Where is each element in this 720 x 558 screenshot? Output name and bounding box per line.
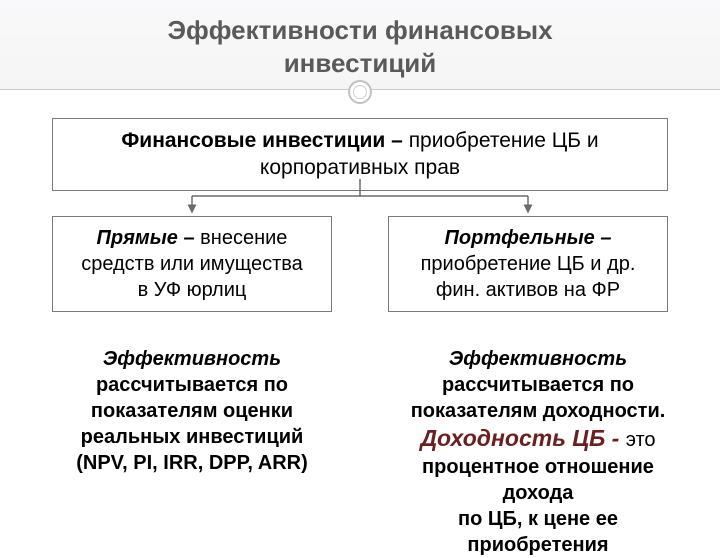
direct-text-3: в УФ юрлиц xyxy=(138,279,247,301)
left-eff-l2: показателям оценки xyxy=(91,400,293,422)
right-eff-l2: показателям доходности. xyxy=(411,400,666,422)
direct-term: Прямые – xyxy=(97,227,201,249)
main-term: Финансовые инвестиции – xyxy=(121,129,408,152)
left-effectiveness: Эффективность рассчитывается по показате… xyxy=(52,346,332,476)
right-effectiveness: Эффективность рассчитывается по показате… xyxy=(388,346,688,558)
left-eff-l1: рассчитывается по xyxy=(96,374,288,396)
page-title: Эффективности финансовых инвестиций xyxy=(0,14,720,79)
portfolio-term: Портфельные – xyxy=(445,227,612,249)
right-eff-l3: процентное отношение дохода xyxy=(422,456,654,504)
portfolio-text-1: приобретение ЦБ и др. xyxy=(421,253,636,275)
yield-rest: это xyxy=(626,429,656,451)
yield-term: Доходность ЦБ - xyxy=(420,425,625,451)
left-eff-title: Эффективность xyxy=(103,348,281,370)
direct-text-2: средств или имущества xyxy=(81,253,303,275)
right-eff-title: Эффективность xyxy=(449,348,627,370)
portfolio-text-2: фин. активов на ФР xyxy=(436,279,620,301)
left-eff-l3: реальных инвестиций xyxy=(81,426,304,448)
right-eff-l4: по ЦБ, к цене ее приобретения xyxy=(458,508,618,556)
main-text-1: приобретение ЦБ и xyxy=(409,129,599,152)
circle-decoration xyxy=(348,80,372,104)
left-eff-l4: (NPV, PI, IRR, DPP, ARR) xyxy=(76,452,308,474)
direct-text-1: внесение xyxy=(200,227,287,249)
right-eff-l1: рассчитывается по xyxy=(442,374,634,396)
main-text-2: корпоративных прав xyxy=(260,156,460,179)
definition-box-main: Финансовые инвестиции – приобретение ЦБ … xyxy=(52,118,668,191)
title-line-2: инвестиций xyxy=(284,48,437,78)
title-line-1: Эффективности финансовых xyxy=(167,15,552,45)
portfolio-box: Портфельные – приобретение ЦБ и др. фин.… xyxy=(388,216,668,312)
direct-box: Прямые – внесение средств или имущества … xyxy=(52,216,332,312)
